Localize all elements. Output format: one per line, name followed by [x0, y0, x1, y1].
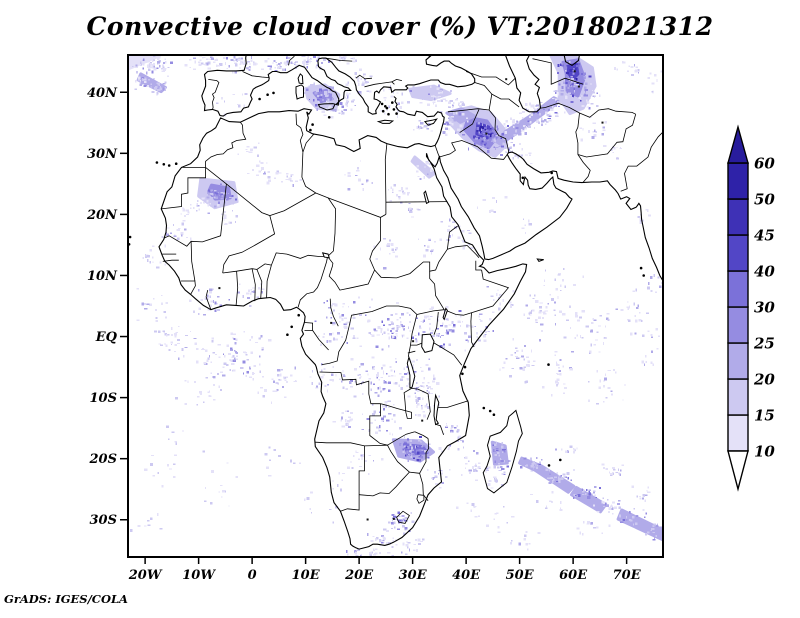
colorbar-label-50: 50 — [754, 191, 775, 209]
colorbar-over-arrow — [727, 124, 749, 164]
lat-label-30S: 30S — [90, 513, 117, 528]
colorbar-segment — [727, 378, 749, 416]
colorbar-label-30: 30 — [754, 299, 775, 317]
lon-label-10W: 10W — [182, 568, 216, 583]
axes: 40N 30N 20N 10N EQ 10S 20S 30S 20W 10W 0 10E 20E 30E 4… — [86, 86, 642, 583]
lon-label-50E: 50E — [506, 568, 535, 583]
map-frame — [127, 54, 664, 558]
lat-label-30N: 30N — [87, 147, 118, 162]
colorbar-label-10: 10 — [754, 443, 775, 461]
plot-title: Convective cloud cover (%) VT:2018021312 — [86, 12, 714, 41]
lat-label-20N: 20N — [86, 208, 118, 223]
lat-label-20S: 20S — [89, 452, 117, 467]
colorbar-segment — [727, 342, 749, 380]
colorbar-under-arrow — [727, 450, 749, 492]
colorbar: 10 15 20 25 30 40 45 50 60 — [727, 124, 775, 492]
lon-label-10E: 10E — [292, 568, 321, 583]
lon-label-20W: 20W — [128, 568, 163, 583]
colorbar-label-40: 40 — [754, 263, 775, 281]
lat-label-10S: 10S — [90, 391, 117, 406]
cloud-shading-layer — [128, 55, 663, 557]
colorbar-label-20: 20 — [753, 371, 775, 389]
cloud-blob — [410, 155, 437, 179]
cloud-blob — [408, 84, 452, 102]
colorbar-segment — [727, 414, 749, 452]
cloud-blob — [570, 485, 608, 514]
colorbar-segment — [727, 198, 749, 236]
lon-label-30E: 30E — [399, 568, 428, 583]
colorbar-segment — [727, 270, 749, 308]
colorbar-segment — [727, 162, 749, 200]
lat-label-10N: 10N — [87, 269, 118, 284]
grads-credit: GrADS: IGES/COLA — [4, 592, 128, 606]
colorbar-segment — [727, 234, 749, 272]
lon-label-0: 0 — [248, 568, 257, 583]
lon-label-40E: 40E — [452, 568, 481, 583]
lon-label-20E: 20E — [344, 568, 374, 583]
colorbar-label-15: 15 — [754, 407, 775, 425]
lat-label-40N: 40N — [87, 86, 118, 101]
lon-label-60E: 60E — [559, 568, 588, 583]
colorbar-label-25: 25 — [753, 335, 775, 353]
lon-label-70E: 70E — [613, 568, 642, 583]
coastlines-layer — [128, 55, 663, 550]
colorbar-label-60: 60 — [754, 155, 775, 173]
lat-label-EQ: EQ — [95, 330, 118, 345]
colorbar-label-45: 45 — [754, 227, 775, 245]
colorbar-segment — [727, 306, 749, 344]
